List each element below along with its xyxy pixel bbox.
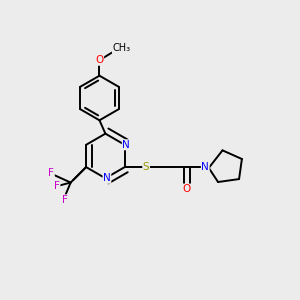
Text: N: N — [201, 162, 209, 172]
Text: F: F — [48, 168, 54, 178]
Text: O: O — [183, 184, 191, 194]
Text: O: O — [95, 55, 104, 65]
Text: F: F — [62, 195, 68, 205]
Text: N: N — [103, 173, 111, 183]
Text: S: S — [143, 162, 149, 172]
Text: CH₃: CH₃ — [112, 44, 130, 53]
Text: F: F — [54, 181, 60, 190]
Text: N: N — [122, 140, 130, 150]
